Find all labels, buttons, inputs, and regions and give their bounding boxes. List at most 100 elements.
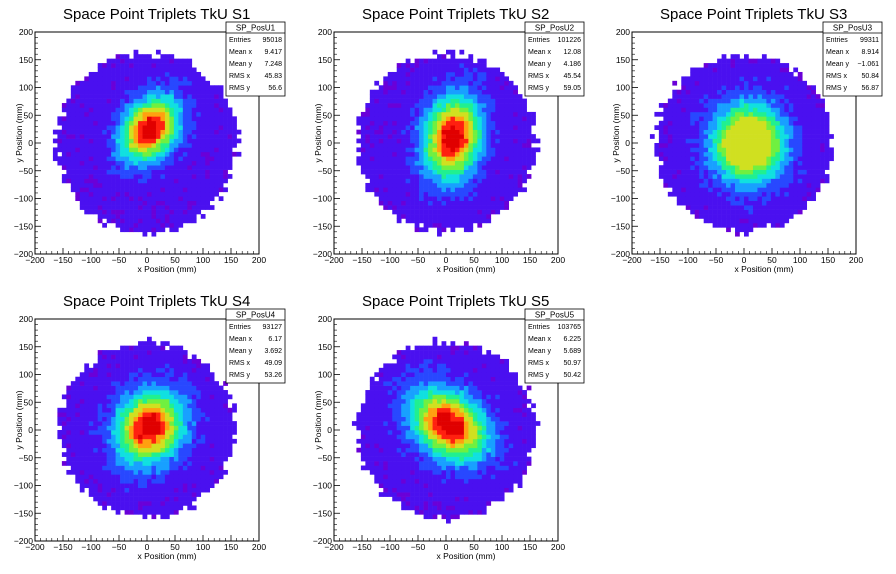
heatmap-bin — [472, 187, 478, 193]
heatmap-bin — [200, 129, 206, 135]
heatmap-bin — [450, 120, 456, 126]
heatmap-bin — [387, 205, 393, 210]
heatmap-bin — [133, 434, 139, 440]
heatmap-bin — [761, 178, 767, 184]
heatmap-bin — [401, 214, 406, 219]
heatmap-bin — [214, 107, 219, 113]
heatmap-bin — [454, 85, 460, 91]
heatmap-bin — [446, 67, 451, 73]
heatmap-bin — [712, 89, 718, 95]
heatmap-bin — [450, 178, 456, 184]
stats-label: RMS y — [528, 85, 550, 92]
heatmap-bin — [428, 222, 433, 228]
heatmap-bin — [405, 67, 411, 73]
heatmap-bin — [779, 187, 785, 193]
heatmap-bin — [66, 160, 72, 166]
heatmap-bin — [672, 178, 678, 184]
heatmap-bin — [752, 165, 758, 170]
heatmap-bin — [133, 501, 139, 506]
heatmap-bin — [806, 156, 812, 162]
heatmap-bin — [766, 80, 772, 86]
heatmap-bin — [676, 129, 682, 135]
heatmap-bin — [97, 358, 103, 364]
heatmap-bin — [111, 63, 116, 68]
heatmap-bin — [450, 209, 456, 215]
heatmap-bin — [205, 143, 211, 148]
heatmap-bin — [214, 147, 219, 153]
heatmap-bin — [164, 76, 170, 82]
x-axis-label: x Position (mm) — [734, 264, 793, 274]
heatmap-bin — [75, 447, 81, 453]
heatmap-bin — [151, 160, 157, 166]
heatmap-bin — [708, 205, 713, 210]
heatmap-bin — [508, 134, 514, 139]
heatmap-bin — [459, 80, 465, 86]
heatmap-bin — [84, 151, 90, 157]
heatmap-bin — [676, 143, 682, 148]
heatmap-bin — [681, 111, 687, 117]
heatmap-bin — [205, 103, 211, 108]
heatmap-bin — [423, 214, 429, 219]
heatmap-bin — [752, 63, 758, 68]
heatmap-bin — [490, 71, 496, 77]
heatmap-bin — [383, 111, 389, 117]
stats-value: 59.05 — [563, 85, 581, 92]
heatmap-bin — [775, 80, 781, 86]
heatmap-bin — [672, 98, 678, 104]
heatmap-bin — [811, 187, 816, 193]
heatmap-bin — [138, 443, 143, 449]
heatmap-bin — [744, 231, 749, 237]
heatmap-bin — [685, 205, 691, 210]
heatmap-bin — [75, 398, 81, 404]
heatmap-bin — [784, 156, 790, 162]
heatmap-bin — [681, 94, 687, 99]
heatmap-bin — [761, 151, 767, 157]
heatmap-bin — [802, 125, 808, 130]
heatmap-bin — [147, 191, 152, 197]
heatmap-bin — [115, 474, 121, 480]
heatmap-bin — [70, 147, 76, 153]
heatmap-bin — [667, 147, 673, 153]
heatmap-bin — [739, 222, 745, 228]
heatmap-bin — [120, 205, 125, 210]
heatmap-bin — [378, 94, 384, 99]
heatmap-bin — [508, 116, 514, 122]
heatmap-bin — [106, 398, 112, 404]
heatmap-bin — [164, 89, 170, 95]
heatmap-bin — [811, 196, 816, 202]
heatmap-bin — [147, 403, 152, 409]
heatmap-bin — [142, 103, 148, 108]
heatmap-bin — [138, 474, 143, 480]
heatmap-bin — [739, 209, 745, 215]
heatmap-bin — [739, 182, 745, 188]
heatmap-bin — [115, 98, 121, 104]
heatmap-bin — [223, 134, 228, 139]
heatmap-bin — [784, 98, 790, 104]
heatmap-bin — [383, 120, 389, 126]
heatmap-bin — [419, 98, 424, 104]
heatmap-bin — [138, 94, 143, 99]
heatmap-bin — [392, 187, 398, 193]
heatmap-bin — [703, 196, 709, 202]
heatmap-bin — [209, 143, 215, 148]
heatmap-bin — [414, 129, 420, 135]
heatmap-bin — [437, 103, 442, 108]
heatmap-bin — [726, 107, 731, 113]
heatmap-bin — [88, 456, 94, 462]
x-tick-label: 50 — [170, 255, 180, 265]
heatmap-bin — [129, 218, 134, 224]
heatmap-bin — [75, 187, 81, 193]
heatmap-bin — [726, 196, 731, 202]
heatmap-bin — [169, 156, 175, 162]
heatmap-bin — [155, 94, 161, 99]
heatmap-bin — [102, 85, 107, 91]
heatmap-bin — [450, 89, 456, 95]
heatmap-bin — [111, 501, 116, 506]
heatmap-bin — [93, 398, 99, 404]
heatmap-bin — [708, 67, 713, 73]
heatmap-bin — [164, 358, 170, 364]
heatmap-bin — [111, 76, 116, 82]
heatmap-bin — [79, 125, 85, 130]
heatmap-bin — [79, 191, 85, 197]
heatmap-bin — [164, 151, 170, 157]
